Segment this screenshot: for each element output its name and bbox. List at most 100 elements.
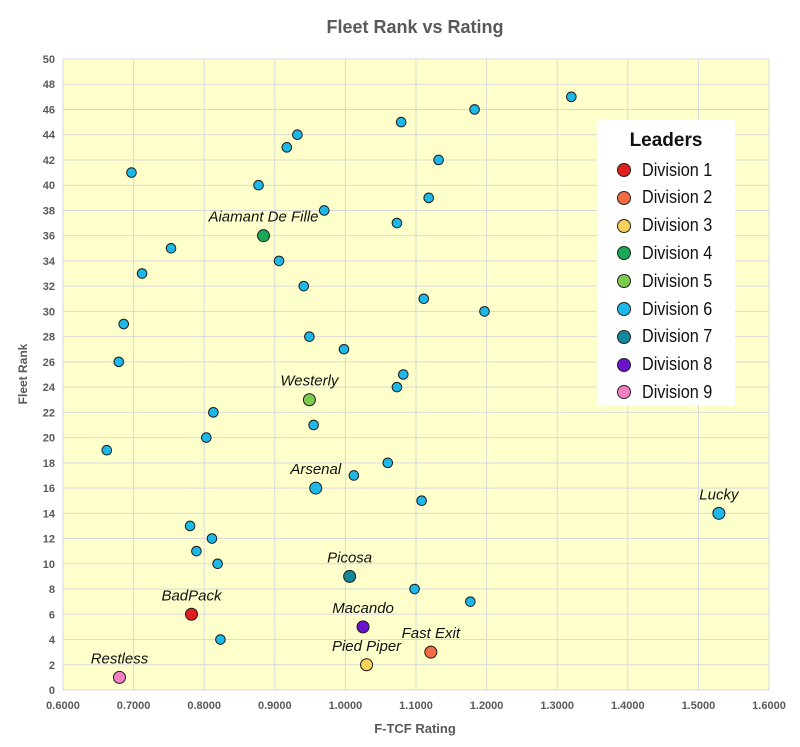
- chart-title: Fleet Rank vs Rating: [326, 17, 503, 37]
- leader-point: [112, 670, 126, 684]
- data-point: [281, 142, 293, 153]
- y-tick-label: 4: [49, 635, 56, 647]
- point-label: Lucky: [699, 486, 740, 503]
- data-point: [215, 634, 226, 645]
- x-axis-ticks: 0.6000 0.7000 0.8000 0.9000 1.0000 1.1000 1.20…: [46, 700, 786, 712]
- data-point: [118, 318, 130, 330]
- leader-point: [356, 620, 370, 634]
- x-tick-label: 1.3000: [540, 700, 574, 712]
- data-point: [126, 167, 137, 178]
- legend-label: Division 8: [642, 354, 713, 375]
- data-point: [113, 356, 125, 368]
- data-point: [348, 470, 360, 481]
- y-tick-label: 14: [43, 508, 56, 520]
- y-tick-label: 38: [43, 205, 55, 217]
- data-point: [191, 545, 202, 557]
- legend-swatch: [617, 302, 631, 316]
- legend-swatch: [617, 274, 631, 289]
- x-tick-label: 1.1000: [399, 700, 433, 712]
- y-tick-label: 46: [43, 104, 55, 116]
- data-point: [338, 343, 350, 355]
- y-tick-label: 36: [43, 231, 55, 243]
- y-tick-label: 0: [49, 685, 55, 697]
- data-point: [304, 331, 315, 342]
- data-point: [165, 243, 177, 254]
- data-point: [423, 192, 435, 204]
- legend-item: Division 3: [617, 214, 720, 238]
- legend-label: Division 3: [642, 215, 713, 236]
- data-point: [433, 154, 444, 166]
- x-tick-label: 1.2000: [470, 700, 504, 712]
- point-label: BadPack: [161, 587, 223, 604]
- data-point: [253, 179, 264, 191]
- legend-label: Division 9: [642, 381, 713, 402]
- y-tick-label: 34: [43, 256, 56, 268]
- x-tick-label: 1.4000: [611, 700, 645, 712]
- legend-item: Division 8: [617, 353, 720, 377]
- legend-label: Division 4: [642, 242, 713, 263]
- legend-item: Division 9: [617, 380, 720, 404]
- y-tick-label: 40: [43, 180, 55, 192]
- legend-label: Division 6: [642, 298, 713, 319]
- x-tick-label: 0.6000: [46, 700, 80, 712]
- y-axis-label: Fleet Rank: [16, 343, 30, 404]
- x-tick-label: 0.9000: [258, 700, 292, 712]
- data-point: [206, 533, 218, 544]
- data-point: [184, 520, 196, 532]
- leader-point: [257, 229, 271, 243]
- data-point: [298, 280, 310, 292]
- leader-point: [309, 481, 323, 495]
- point-label: Picosa: [327, 549, 372, 566]
- point-label: Fast Exit: [402, 625, 461, 642]
- legend: Leaders Division 1 Division 2 Division 3 Di…: [597, 120, 735, 405]
- legend-item: Division 5: [617, 269, 720, 293]
- legend-swatch: [617, 218, 631, 233]
- x-tick-label: 0.8000: [187, 700, 221, 712]
- legend-title: Leaders: [629, 130, 703, 151]
- y-tick-label: 44: [43, 130, 56, 142]
- x-tick-label: 1.6000: [752, 700, 786, 712]
- data-point: [465, 596, 476, 607]
- legend-label: Division 7: [642, 326, 713, 347]
- legend-label: Division 5: [642, 270, 713, 291]
- legend-label: Division 1: [642, 159, 713, 180]
- legend-swatch: [617, 163, 631, 177]
- data-point: [479, 306, 490, 317]
- y-tick-label: 12: [43, 534, 55, 546]
- legend-swatch: [617, 190, 631, 205]
- point-label: Restless: [91, 650, 149, 667]
- leader-point: [360, 658, 374, 672]
- leader-point: [343, 569, 357, 583]
- point-label: Westerly: [280, 373, 340, 390]
- point-label: Aiamant De Fille: [207, 209, 318, 226]
- data-point: [566, 91, 577, 103]
- data-point: [101, 444, 113, 456]
- data-point: [273, 255, 285, 267]
- y-tick-label: 18: [43, 458, 55, 470]
- data-point: [416, 495, 427, 507]
- y-tick-label: 50: [43, 54, 55, 66]
- data-point: [418, 293, 430, 305]
- x-tick-label: 0.7000: [117, 700, 151, 712]
- y-tick-label: 16: [43, 483, 55, 495]
- legend-swatch: [617, 329, 631, 344]
- data-point: [469, 104, 480, 115]
- y-tick-label: 22: [43, 407, 55, 419]
- data-point: [397, 369, 409, 380]
- y-tick-label: 26: [43, 357, 55, 369]
- y-tick-label: 6: [49, 609, 55, 621]
- data-point: [391, 381, 403, 393]
- legend-swatch: [617, 385, 631, 400]
- y-tick-label: 2: [49, 660, 55, 672]
- legend-swatch: [617, 357, 631, 372]
- data-point: [395, 116, 407, 128]
- legend-item: Division 2: [617, 186, 720, 210]
- data-points: [101, 91, 726, 684]
- data-point: [409, 583, 420, 595]
- leader-point: [302, 393, 316, 407]
- legend-swatch: [617, 246, 631, 261]
- data-point: [318, 205, 330, 216]
- data-point: [382, 457, 394, 469]
- data-point: [201, 432, 212, 443]
